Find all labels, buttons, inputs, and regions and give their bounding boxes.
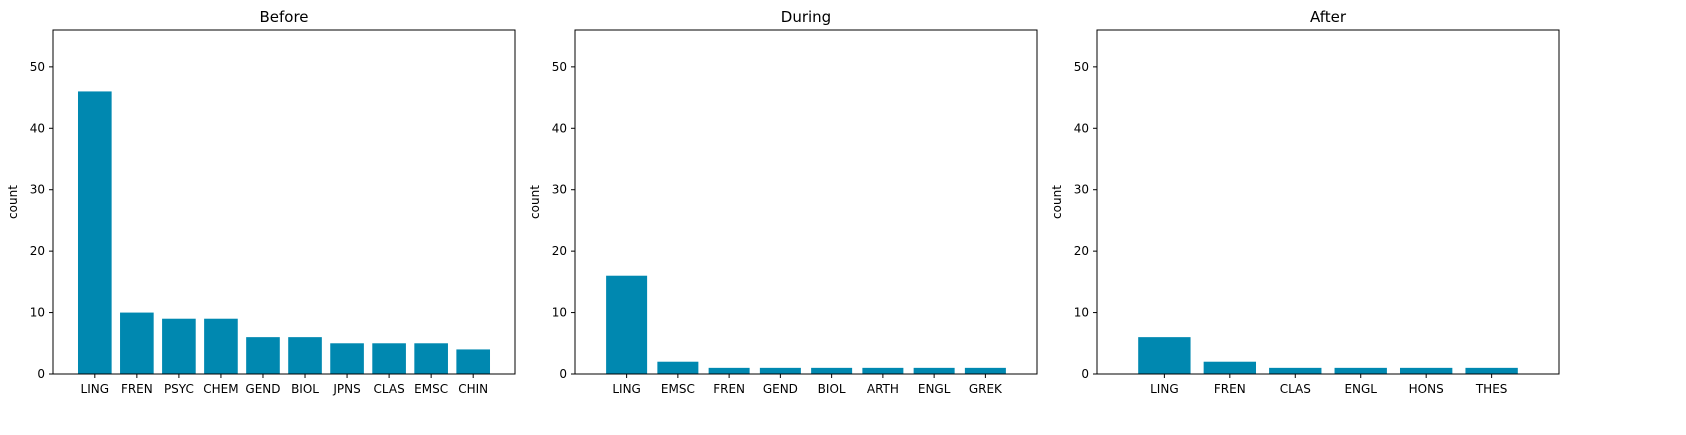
x-tick-label: LING <box>81 382 110 396</box>
bar-clas <box>372 343 406 374</box>
x-tick-label: CLAS <box>1280 382 1311 396</box>
bar-fren <box>1203 361 1257 374</box>
x-tick-label: CHEM <box>203 382 238 396</box>
chart-panel-before: Before LING FREN PSYC CHEM GEND BIOL JPNS CLAS EM… <box>6 8 516 396</box>
bar-arth <box>862 367 904 374</box>
bar-fren <box>120 312 154 374</box>
x-tick-label: ENGL <box>1344 382 1377 396</box>
plot-frame <box>52 29 516 375</box>
x-tick-label: EMSC <box>414 382 448 396</box>
bar-hons <box>1399 367 1453 374</box>
y-axis-label: count <box>528 185 542 219</box>
bar-biol <box>811 367 853 374</box>
bar-fren <box>708 367 750 374</box>
bar-engl <box>913 367 955 374</box>
bar-emsc <box>414 343 448 374</box>
y-tick-label: 30 <box>30 183 45 197</box>
y-tick-label: 30 <box>552 183 567 197</box>
y-tick-label: 40 <box>30 121 45 135</box>
y-tick-label: 50 <box>30 60 45 74</box>
y-axis-label: count <box>6 185 20 219</box>
bar-clas <box>1269 367 1322 374</box>
bar-gend <box>246 337 280 374</box>
y-tick-label: 40 <box>552 121 567 135</box>
x-tick-label: ARTH <box>867 382 899 396</box>
x-tick-label: ENGL <box>918 382 951 396</box>
chart-panel-during: During LING EMSC FREN GEND BIOL ARTH ENGL GREK 0 1… <box>528 8 1038 396</box>
x-tick-label: HONS <box>1409 382 1444 396</box>
bar-gend <box>759 367 801 374</box>
y-tick-label: 10 <box>30 306 45 320</box>
x-tick-label: GEND <box>763 382 798 396</box>
x-tick-label: BIOL <box>818 382 846 396</box>
bar-psyc <box>162 318 196 374</box>
bar-jpns <box>330 343 364 374</box>
x-tick-label: LING <box>612 382 641 396</box>
bar-chin <box>456 349 491 374</box>
x-tick-label: THES <box>1475 382 1508 396</box>
x-tick-label: GREK <box>969 382 1003 396</box>
y-tick-label: 50 <box>1074 60 1089 74</box>
y-axis-label: count <box>1050 185 1064 219</box>
x-tick-label: CHIN <box>458 382 488 396</box>
y-tick-label: 10 <box>552 306 567 320</box>
bar-emsc <box>657 361 699 374</box>
bar-grek <box>964 367 1006 374</box>
x-tick-label: LING <box>1150 382 1179 396</box>
plot-frame <box>1096 29 1560 375</box>
chart-panel-after: After LING FREN CLAS ENGL HONS THES 0 10 20 30 40 50… <box>1050 8 1560 396</box>
y-tick-label: 20 <box>552 244 567 258</box>
chart-title: After <box>1310 8 1347 26</box>
bar-ling <box>1138 337 1191 374</box>
plot-frame <box>574 29 1038 375</box>
x-tick-label: BIOL <box>291 382 319 396</box>
bar-ling <box>606 275 648 374</box>
y-tick-label: 50 <box>552 60 567 74</box>
y-tick-label: 10 <box>1074 306 1089 320</box>
x-tick-label: FREN <box>713 382 745 396</box>
x-tick-label: FREN <box>1214 382 1246 396</box>
chart-title: During <box>781 8 831 26</box>
x-tick-label: FREN <box>121 382 153 396</box>
y-tick-label: 40 <box>1074 121 1089 135</box>
bar-biol <box>288 337 322 374</box>
x-tick-label: CLAS <box>374 382 405 396</box>
chart-title: Before <box>259 8 308 26</box>
x-tick-label: PSYC <box>164 382 194 396</box>
y-tick-label: 0 <box>37 367 45 381</box>
x-tick-label: JPNS <box>332 382 360 396</box>
y-tick-label: 20 <box>1074 244 1089 258</box>
x-tick-label: GEND <box>245 382 280 396</box>
y-tick-label: 30 <box>1074 183 1089 197</box>
y-tick-label: 0 <box>559 367 567 381</box>
bar-chem <box>204 318 238 374</box>
y-tick-label: 0 <box>1081 367 1089 381</box>
bar-thes <box>1465 367 1518 374</box>
x-tick-label: EMSC <box>661 382 695 396</box>
bar-ling <box>77 91 112 374</box>
bar-engl <box>1334 367 1387 374</box>
y-tick-label: 20 <box>30 244 45 258</box>
